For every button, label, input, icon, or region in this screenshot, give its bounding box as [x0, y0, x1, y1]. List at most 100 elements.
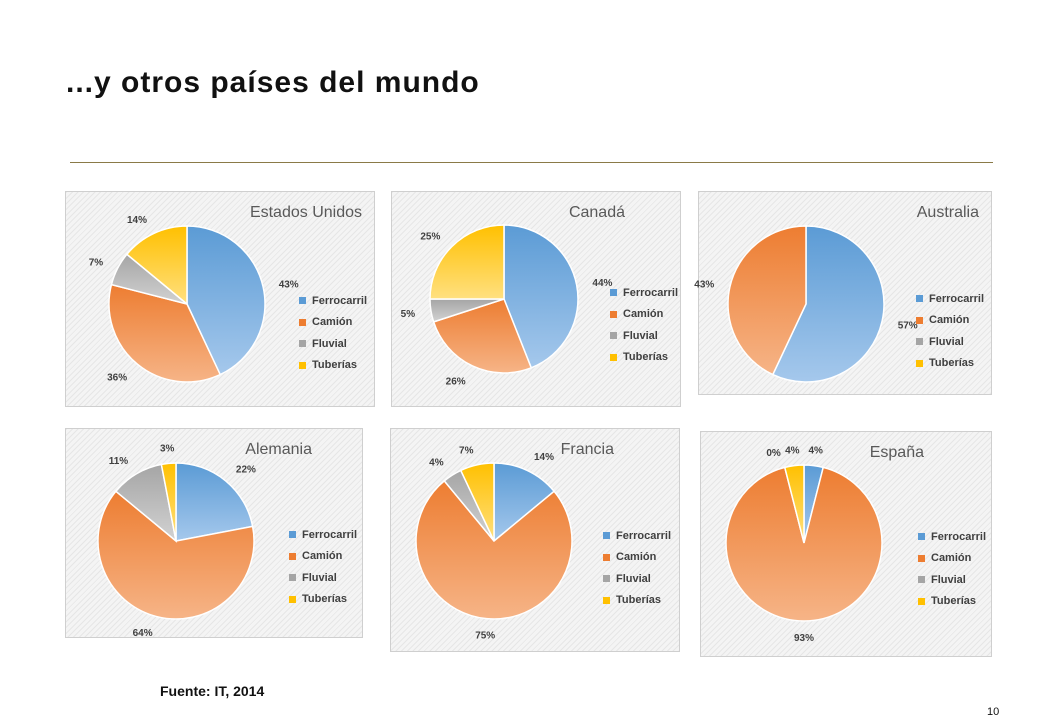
legend-swatch [610, 332, 617, 340]
chart-legend: Ferrocarril Camión Fluvial Tuberías [299, 290, 367, 376]
legend-item-tuberias: Tuberías [610, 347, 678, 369]
pie-slice-tuberias [429, 224, 505, 300]
legend-item-camion: Camión [299, 312, 367, 334]
legend-label: Camión [616, 551, 657, 564]
legend-item-ferrocarril: Ferrocarril [603, 525, 671, 547]
legend-label: Tuberías [616, 594, 662, 607]
legend-swatch [603, 596, 610, 604]
chart-panel-estados-unidos: 43% 36% 7% 14% Estados Unidos Ferrocarril Ca… [65, 191, 375, 407]
legend-swatch [289, 552, 296, 560]
chart-title: España [869, 444, 924, 461]
page-title: ...y otros países del mundo [66, 66, 480, 99]
data-label-camion: 75% [475, 631, 495, 642]
legend-swatch [918, 554, 925, 562]
data-label-fluvial: 7% [89, 257, 104, 268]
legend-swatch [610, 310, 617, 318]
legend-swatch [603, 575, 610, 583]
chart-title: Australia [916, 204, 979, 221]
legend-item-tuberias: Tuberías [299, 355, 367, 377]
chart-title: Estados Unidos [249, 204, 362, 221]
chart-legend: Ferrocarril Camión Fluvial Tuberías [916, 288, 984, 374]
legend-item-tuberias: Tuberías [918, 591, 986, 613]
legend-swatch [603, 553, 610, 561]
data-label-tuberias: 3% [160, 443, 175, 454]
chart-legend: Ferrocarril Camión Fluvial Tuberías [603, 525, 671, 611]
data-label-tuberias: 7% [459, 445, 474, 456]
pie-slice-camion [97, 490, 255, 620]
pie-svg-francia: 14% 75% 4% 7% [415, 445, 573, 642]
legend-swatch [916, 359, 923, 367]
pie-svg-estados-unidos: 43% 36% 7% 14% [89, 215, 299, 384]
legend-swatch [610, 289, 617, 297]
data-label-fluvial: 4% [429, 458, 444, 469]
chart-panel-canada: 44% 26% 5% 25% Canadá Ferrocarril Camión Fluv… [391, 191, 681, 407]
legend-item-ferrocarril: Ferrocarril [916, 288, 984, 310]
pie-svg-canada: 44% 26% 5% 25% [401, 224, 613, 387]
chart-title: Alemania [245, 441, 312, 458]
legend-label: Fluvial [623, 329, 658, 342]
legend-label: Camión [312, 316, 353, 329]
pie-svg-australia: 57% 43% [694, 225, 918, 383]
pie-slice-ferrocarril [175, 462, 254, 542]
legend-label: Fluvial [302, 571, 337, 584]
legend-label: Ferrocarril [931, 530, 987, 543]
data-label-fluvial: 5% [401, 309, 416, 320]
pie-slice-ferrocarril [186, 225, 266, 376]
legend-swatch [299, 361, 306, 369]
pie-slice-tuberias [783, 464, 805, 544]
legend-swatch [603, 532, 610, 540]
data-label-ferrocarril: 43% [279, 280, 299, 291]
legend-label: Fluvial [929, 335, 964, 348]
legend-swatch [918, 597, 925, 605]
pie-slice-camion [725, 466, 883, 622]
data-label-ferrocarril: 57% [898, 321, 918, 332]
legend-swatch [918, 576, 925, 584]
legend-swatch [289, 574, 296, 582]
legend-label: Tuberías [312, 359, 358, 372]
legend-item-tuberias: Tuberías [916, 353, 984, 375]
chart-panel-espana: 4% 93% 0% 4% España Ferrocarril Camión Fluvia… [700, 431, 992, 657]
legend-item-fluvial: Fluvial [299, 333, 367, 355]
chart-title: Francia [560, 441, 614, 458]
legend-item-fluvial: Fluvial [916, 331, 984, 353]
data-label-camion: 36% [107, 372, 127, 383]
legend-item-fluvial: Fluvial [289, 567, 357, 589]
pie-slice-camion [108, 283, 222, 383]
chart-title: Canadá [568, 204, 625, 221]
data-label-fluvial: 11% [109, 456, 129, 467]
legend-label: Ferrocarril [312, 294, 368, 307]
pie-slice-camion [727, 225, 807, 376]
data-label-camion: 26% [446, 376, 466, 387]
legend-item-ferrocarril: Ferrocarril [610, 282, 678, 304]
chart-legend: Ferrocarril Camión Fluvial Tuberías [918, 526, 986, 612]
data-label-ferrocarril: 4% [808, 446, 823, 457]
legend-item-ferrocarril: Ferrocarril [289, 524, 357, 546]
legend-swatch [299, 340, 306, 348]
legend-label: Fluvial [931, 573, 966, 586]
legend-item-camion: Camión [610, 304, 678, 326]
legend-label: Ferrocarril [929, 292, 985, 305]
legend-label: Camión [302, 550, 343, 563]
legend-item-camion: Camión [289, 546, 357, 568]
legend-item-camion: Camión [918, 548, 986, 570]
data-label-camion: 93% [794, 633, 814, 644]
legend-item-tuberias: Tuberías [289, 589, 357, 611]
legend-item-ferrocarril: Ferrocarril [918, 526, 986, 548]
pie-slice-camion [415, 479, 573, 620]
data-label-tuberias: 14% [127, 215, 147, 226]
data-label-ferrocarril: 44% [592, 278, 612, 289]
pie-slice-tuberias [459, 462, 495, 542]
source-note: Fuente: IT, 2014 [160, 683, 265, 699]
data-label-camion: 64% [133, 628, 153, 639]
data-label-tuberias: 25% [420, 231, 440, 242]
pie-slice-camion [432, 298, 533, 374]
legend-label: Ferrocarril [623, 286, 679, 299]
legend-item-fluvial: Fluvial [610, 325, 678, 347]
chart-legend: Ferrocarril Camión Fluvial Tuberías [610, 282, 678, 368]
legend-label: Tuberías [302, 593, 348, 606]
legend-label: Tuberías [623, 351, 669, 364]
chart-panel-alemania: 22% 64% 11% 3% Alemania Ferrocarril Camión Fl… [65, 428, 363, 639]
pie-slice-ferrocarril [503, 224, 579, 369]
title-divider [70, 162, 993, 163]
legend-item-camion: Camión [603, 547, 671, 569]
